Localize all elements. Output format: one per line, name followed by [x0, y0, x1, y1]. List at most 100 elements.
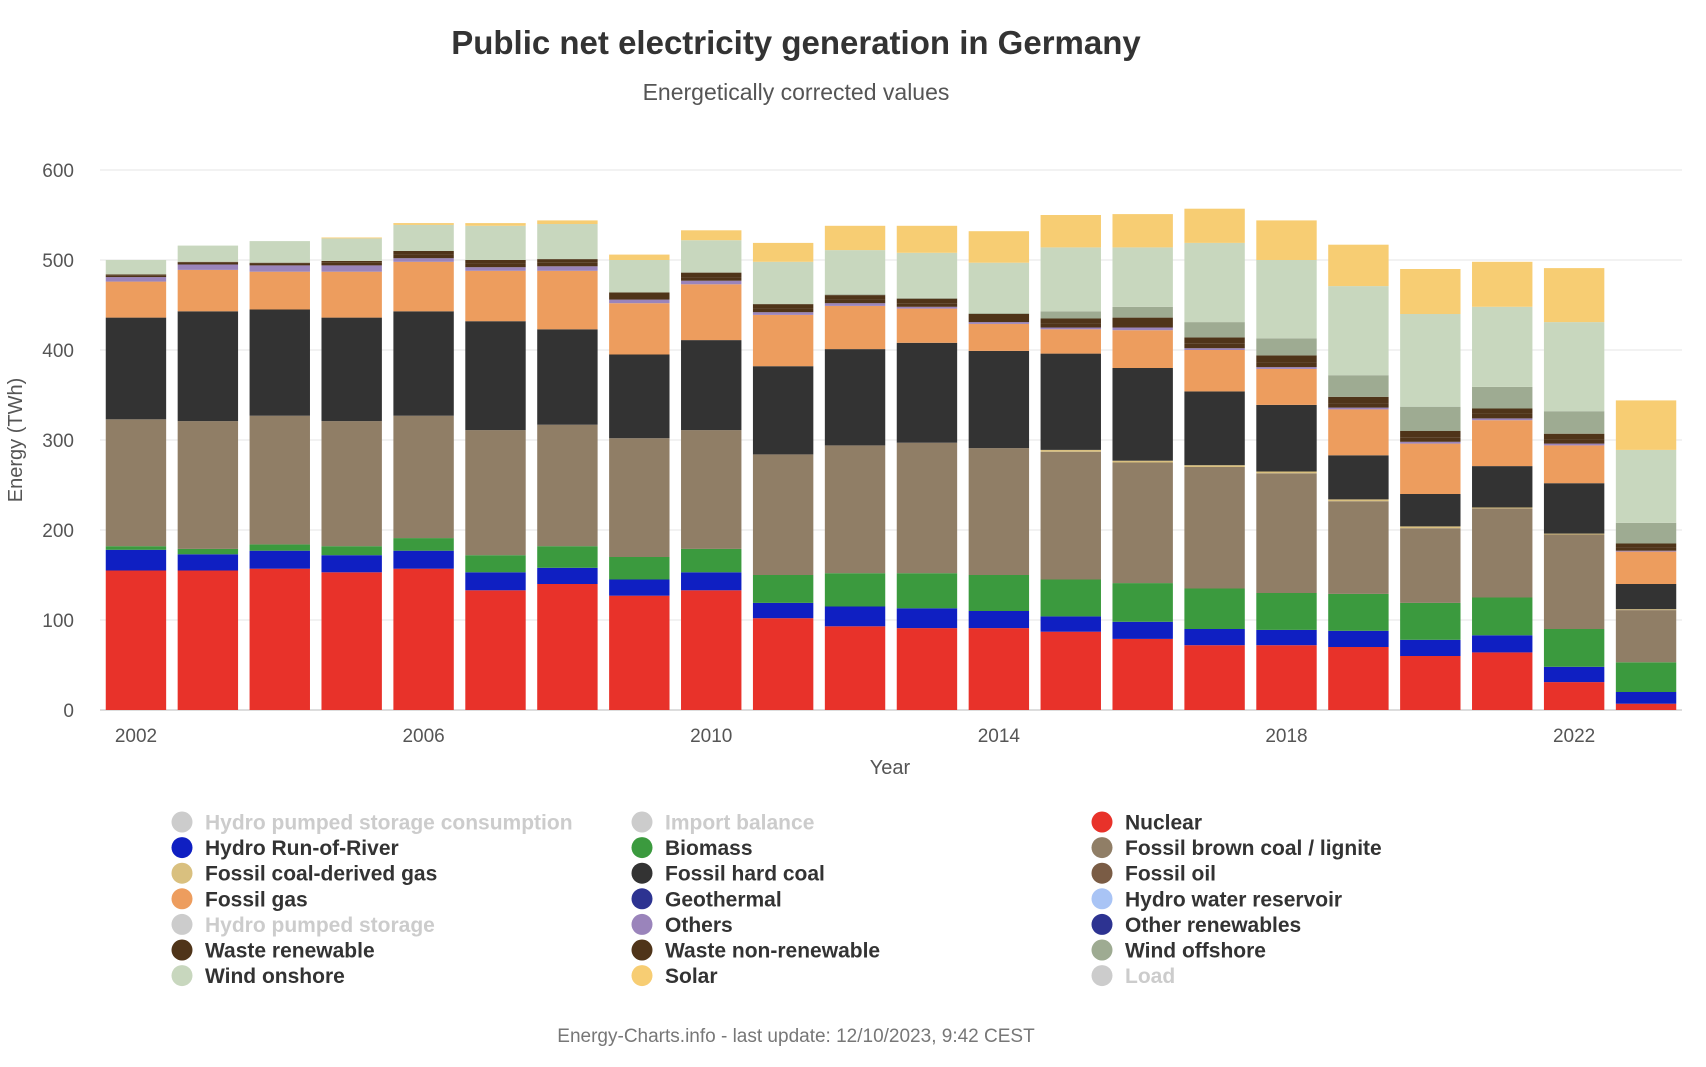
bar-stack-2022[interactable] [1543, 268, 1605, 710]
bar-segment-biomass[interactable] [1184, 588, 1245, 630]
bar-segment-wind-onshore[interactable] [537, 224, 598, 260]
bar-segment-solar[interactable] [465, 223, 526, 226]
bar-segment-fossil-brown-coal-lignite[interactable] [1400, 528, 1461, 603]
bar-segment-others[interactable] [609, 299, 670, 304]
bar-segment-fossil-hard-coal[interactable] [824, 349, 886, 446]
bar-segment-wind-onshore[interactable] [249, 241, 310, 263]
bar-segment-wind-onshore[interactable] [1328, 286, 1389, 376]
bar-segment-waste-non-renewable[interactable] [609, 292, 670, 296]
bar-segment-fossil-gas[interactable] [1615, 551, 1677, 584]
bar-segment-waste-non-renewable[interactable] [752, 304, 814, 309]
bar-segment-wind-offshore[interactable] [1040, 311, 1101, 319]
legend-item[interactable]: Hydro Run-of-River [171, 837, 399, 860]
bar-segment-fossil-hard-coal[interactable] [1112, 368, 1173, 461]
bar-segment-hydro-run-of-river[interactable] [393, 550, 454, 569]
bar-segment-fossil-gas[interactable] [1040, 329, 1101, 354]
bar-stack-2004[interactable] [249, 241, 310, 710]
bar-segment-fossil-brown-coal-lignite[interactable] [1472, 508, 1533, 598]
bar-segment-fossil-brown-coal-lignite[interactable] [1112, 462, 1173, 584]
bar-segment-biomass[interactable] [752, 575, 814, 603]
bar-segment-fossil-brown-coal-lignite[interactable] [1184, 467, 1245, 589]
bar-segment-waste-non-renewable[interactable] [1472, 408, 1533, 414]
bar-segment-waste-non-renewable[interactable] [465, 260, 526, 264]
bar-segment-waste-non-renewable[interactable] [968, 314, 1030, 319]
bar-segment-wind-offshore[interactable] [1615, 522, 1677, 544]
bar-segment-biomass[interactable] [681, 548, 742, 573]
bar-segment-biomass[interactable] [1543, 629, 1605, 667]
bar-segment-nuclear[interactable] [393, 568, 454, 710]
bar-segment-waste-non-renewable[interactable] [249, 262, 310, 264]
bar-segment-waste-renewable[interactable] [1184, 343, 1245, 349]
bar-stack-2008[interactable] [537, 220, 598, 710]
bar-segment-fossil-brown-coal-lignite[interactable] [609, 438, 670, 557]
bar-segment-hydro-run-of-river[interactable] [1472, 635, 1533, 653]
bar-segment-nuclear[interactable] [465, 590, 526, 710]
bar-segment-waste-renewable[interactable] [177, 262, 239, 265]
bar-segment-nuclear[interactable] [1472, 652, 1533, 710]
bar-segment-wind-offshore[interactable] [1400, 406, 1461, 431]
bar-segment-waste-renewable[interactable] [321, 262, 382, 266]
bar-segment-wind-onshore[interactable] [824, 250, 886, 295]
bar-segment-waste-non-renewable[interactable] [1112, 317, 1173, 323]
bar-stack-2006[interactable] [393, 223, 454, 710]
bar-segment-fossil-coal-derived-gas[interactable] [1543, 533, 1605, 535]
bar-segment-fossil-hard-coal[interactable] [537, 329, 598, 425]
bar-segment-wind-offshore[interactable] [1472, 386, 1533, 409]
bar-segment-fossil-hard-coal[interactable] [896, 342, 958, 443]
bar-segment-wind-onshore[interactable] [1615, 449, 1677, 523]
bar-segment-wind-offshore[interactable] [1543, 411, 1605, 434]
bar-segment-waste-renewable[interactable] [1040, 323, 1101, 328]
bar-segment-hydro-run-of-river[interactable] [752, 602, 814, 619]
bar-segment-hydro-run-of-river[interactable] [681, 572, 742, 591]
bar-segment-fossil-coal-derived-gas[interactable] [1400, 526, 1461, 529]
bar-segment-waste-renewable[interactable] [752, 308, 814, 313]
bar-segment-nuclear[interactable] [1040, 631, 1101, 710]
bar-segment-fossil-brown-coal-lignite[interactable] [321, 421, 382, 547]
bar-segment-hydro-run-of-river[interactable] [896, 608, 958, 629]
legend-item[interactable]: Wind offshore [1091, 939, 1266, 963]
bar-segment-hydro-run-of-river[interactable] [177, 554, 239, 571]
bar-segment-solar[interactable] [968, 231, 1030, 263]
bar-segment-waste-non-renewable[interactable] [1615, 543, 1677, 548]
bar-segment-others[interactable] [1328, 407, 1389, 410]
legend-item[interactable]: Waste renewable [171, 939, 375, 963]
bar-stack-2018[interactable] [1256, 220, 1317, 710]
bar-segment-biomass[interactable] [968, 575, 1030, 611]
bar-segment-wind-onshore[interactable] [465, 225, 526, 260]
bar-segment-waste-renewable[interactable] [609, 296, 670, 300]
bar-segment-hydro-run-of-river[interactable] [824, 606, 886, 627]
bar-segment-wind-onshore[interactable] [681, 240, 742, 273]
bar-segment-others[interactable] [1256, 367, 1317, 369]
bar-segment-nuclear[interactable] [968, 628, 1030, 710]
bar-segment-wind-onshore[interactable] [609, 260, 670, 293]
bar-segment-fossil-coal-derived-gas[interactable] [1472, 507, 1533, 509]
bar-segment-waste-non-renewable[interactable] [1543, 433, 1605, 440]
bar-segment-fossil-hard-coal[interactable] [1184, 391, 1245, 466]
bar-segment-biomass[interactable] [824, 573, 886, 607]
bar-segment-fossil-brown-coal-lignite[interactable] [249, 415, 310, 545]
bar-segment-fossil-gas[interactable] [1328, 409, 1389, 456]
legend-item[interactable]: Fossil brown coal / lignite [1091, 837, 1382, 860]
bar-segment-waste-renewable[interactable] [1543, 439, 1605, 444]
bar-segment-biomass[interactable] [321, 546, 382, 556]
bar-segment-waste-renewable[interactable] [1256, 362, 1317, 368]
legend-item[interactable]: Hydro pumped storage consumption [171, 811, 573, 835]
bar-segment-waste-renewable[interactable] [1615, 547, 1677, 551]
bar-segment-wind-onshore[interactable] [1256, 260, 1317, 339]
bar-segment-fossil-gas[interactable] [177, 269, 239, 312]
bar-segment-waste-non-renewable[interactable] [896, 298, 958, 304]
bar-segment-wind-onshore[interactable] [393, 224, 454, 251]
bar-segment-fossil-brown-coal-lignite[interactable] [465, 430, 526, 556]
bar-segment-fossil-gas[interactable] [896, 308, 958, 343]
bar-segment-waste-non-renewable[interactable] [537, 259, 598, 263]
bar-segment-wind-offshore[interactable] [1256, 338, 1317, 356]
bar-segment-fossil-hard-coal[interactable] [1543, 483, 1605, 534]
bar-segment-wind-onshore[interactable] [896, 252, 958, 298]
legend-item[interactable]: Import balance [631, 811, 815, 835]
bar-segment-solar[interactable] [321, 237, 382, 239]
bar-segment-others[interactable] [681, 280, 742, 285]
bar-segment-waste-renewable[interactable] [1400, 437, 1461, 442]
bar-stack-2017[interactable] [1184, 208, 1245, 710]
bar-segment-fossil-coal-derived-gas[interactable] [1328, 499, 1389, 502]
bar-segment-waste-non-renewable[interactable] [321, 260, 382, 263]
